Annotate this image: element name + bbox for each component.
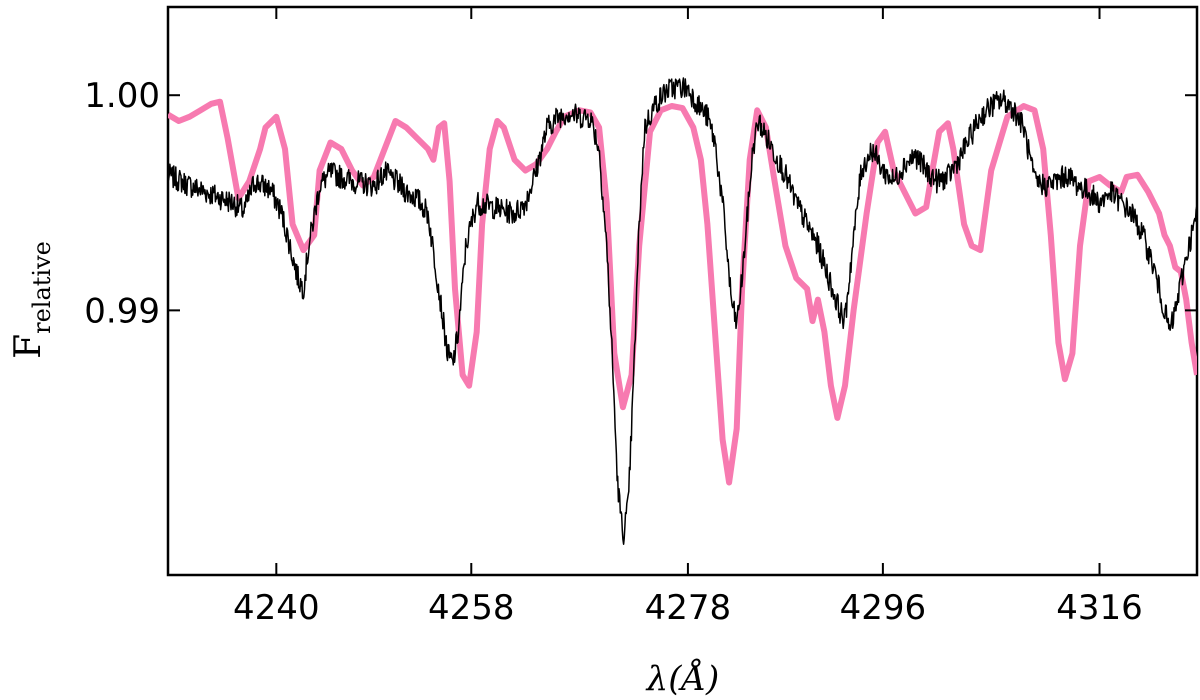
y-axis-label-sub: relative (28, 241, 56, 334)
y-tick-label: 1.00 (84, 76, 160, 116)
series-layer (168, 77, 1197, 545)
y-tick-label: 0.99 (84, 291, 160, 331)
model-spectrum-line (168, 98, 1197, 486)
x-tick-label: 4316 (1056, 588, 1143, 628)
x-tick-label: 4258 (428, 588, 515, 628)
y-axis-label: Frelative (8, 241, 56, 359)
ticks-layer: 4240 4258 4278 4296 4316 0.99 1.00 (84, 7, 1197, 628)
plot-frame (166, 5, 1199, 577)
x-tick-label: 4278 (645, 588, 732, 628)
x-tick-label: 4296 (840, 588, 927, 628)
observed-spectrum-line (168, 77, 1197, 545)
x-axis-label: λ(Å) (645, 658, 720, 699)
y-axis-label-main: F (8, 334, 49, 359)
x-tick-label: 4240 (233, 588, 320, 628)
